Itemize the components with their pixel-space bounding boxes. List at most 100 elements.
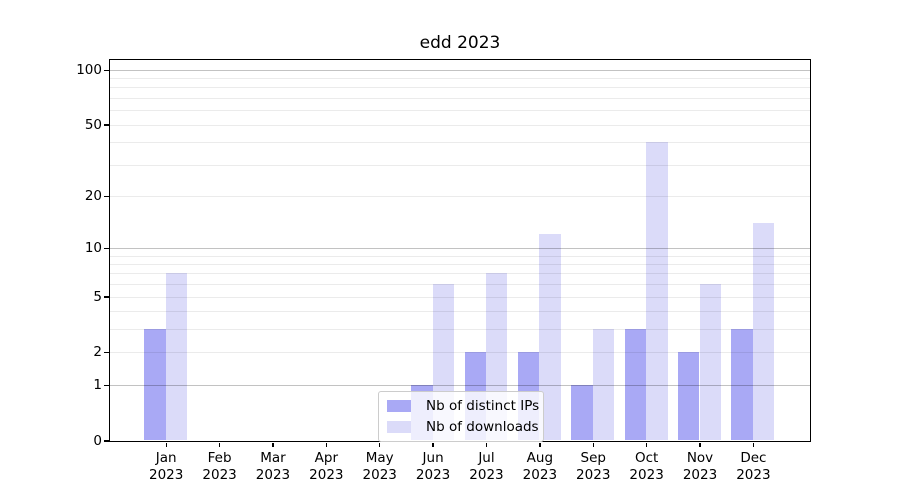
bar-oct-series-1 bbox=[646, 142, 668, 441]
month-label: Aug bbox=[526, 450, 554, 466]
month-label: Nov bbox=[686, 450, 714, 466]
minor-gridline bbox=[109, 352, 810, 354]
month-label: Jan bbox=[155, 450, 177, 466]
x-tick-label-sep: Sep 2023 bbox=[561, 450, 625, 483]
y-tick-label: 5 bbox=[93, 288, 102, 305]
bar-nov-series-1 bbox=[699, 284, 721, 441]
x-tick-label-may: May 2023 bbox=[348, 450, 412, 483]
minor-gridline bbox=[109, 255, 810, 257]
y-tick-label: 2 bbox=[93, 344, 102, 361]
x-tick-mark bbox=[379, 442, 381, 447]
x-tick-label-dec: Dec 2023 bbox=[721, 450, 785, 483]
x-tick-mark bbox=[218, 442, 221, 447]
plot-area bbox=[108, 58, 811, 442]
y-tick-mark bbox=[103, 296, 109, 298]
x-tick-mark bbox=[645, 442, 648, 447]
major-gridline bbox=[109, 247, 810, 249]
month-label: Mar bbox=[260, 450, 286, 466]
minor-gridline bbox=[109, 273, 810, 275]
year-label: 2023 bbox=[469, 466, 504, 483]
bar-sep-series-0 bbox=[571, 384, 593, 441]
minor-gridline bbox=[109, 110, 810, 112]
bar-jan-series-1 bbox=[165, 273, 188, 441]
bar-nov-series-0 bbox=[678, 352, 700, 441]
month-label: Apr bbox=[314, 450, 338, 466]
legend-item-1: Nb of downloads bbox=[387, 419, 539, 436]
y-tick-label: 100 bbox=[76, 61, 102, 78]
year-label: 2023 bbox=[522, 466, 558, 483]
x-tick-label-apr: Apr 2023 bbox=[294, 450, 358, 483]
x-tick-mark bbox=[592, 442, 594, 447]
minor-gridline bbox=[109, 142, 810, 144]
year-label: 2023 bbox=[255, 466, 291, 483]
x-tick-mark bbox=[539, 442, 541, 447]
minor-gridline bbox=[109, 329, 810, 331]
minor-gridline bbox=[109, 124, 810, 126]
x-tick-mark bbox=[752, 442, 755, 447]
bar-jan-series-0 bbox=[144, 329, 166, 441]
minor-gridline bbox=[109, 284, 810, 286]
major-gridline bbox=[109, 69, 810, 71]
legend-swatch-1 bbox=[387, 421, 411, 433]
legend-item-0: Nb of distinct IPs bbox=[387, 398, 539, 415]
minor-gridline bbox=[109, 311, 810, 313]
y-tick-mark bbox=[103, 195, 109, 198]
bar-dec-series-0 bbox=[731, 329, 753, 441]
x-tick-label-jan: Jan 2023 bbox=[134, 450, 198, 483]
minor-gridline bbox=[109, 164, 810, 166]
year-label: 2023 bbox=[682, 466, 718, 483]
chart-title: edd 2023 bbox=[419, 33, 501, 53]
year-label: 2023 bbox=[576, 466, 611, 483]
y-tick-label: 1 bbox=[93, 376, 102, 393]
y-tick-mark bbox=[103, 69, 109, 71]
month-label: Feb bbox=[207, 450, 232, 466]
x-tick-mark bbox=[272, 442, 274, 447]
x-tick-mark bbox=[432, 442, 434, 447]
major-gridline bbox=[109, 384, 810, 386]
y-tick-label: 20 bbox=[84, 187, 102, 204]
month-label: Jul bbox=[478, 450, 495, 466]
bar-dec-series-1 bbox=[752, 222, 775, 441]
x-tick-mark bbox=[699, 442, 701, 447]
month-label: Jun bbox=[422, 450, 444, 466]
bar-aug-series-1 bbox=[539, 234, 561, 441]
x-tick-label-jun: Jun 2023 bbox=[401, 450, 465, 483]
y-tick-mark bbox=[103, 440, 109, 442]
legend: Nb of distinct IPs Nb of downloads bbox=[378, 391, 544, 442]
year-label: 2023 bbox=[309, 466, 344, 483]
x-tick-label-nov: Nov 2023 bbox=[668, 450, 732, 483]
month-label: Sep bbox=[580, 450, 606, 466]
minor-gridline bbox=[109, 98, 810, 100]
minor-gridline bbox=[109, 87, 810, 89]
y-tick-mark bbox=[103, 352, 109, 354]
year-label: 2023 bbox=[149, 466, 184, 483]
legend-swatch-0 bbox=[387, 400, 411, 412]
x-tick-mark bbox=[165, 442, 167, 447]
year-label: 2023 bbox=[362, 466, 397, 483]
bar-sep-series-1 bbox=[592, 329, 615, 441]
minor-gridline bbox=[109, 195, 810, 197]
x-tick-label-feb: Feb 2023 bbox=[188, 450, 252, 483]
minor-gridline bbox=[109, 78, 810, 80]
month-label: Dec bbox=[740, 450, 767, 466]
x-tick-mark bbox=[325, 442, 328, 447]
month-label: Oct bbox=[634, 450, 659, 466]
bar-oct-series-0 bbox=[624, 329, 647, 441]
x-tick-label-mar: Mar 2023 bbox=[241, 450, 305, 483]
year-label: 2023 bbox=[202, 466, 237, 483]
x-tick-label-oct: Oct 2023 bbox=[615, 450, 679, 483]
year-label: 2023 bbox=[736, 466, 771, 483]
legend-label-1: Nb of downloads bbox=[426, 419, 539, 435]
minor-gridline bbox=[109, 296, 810, 298]
year-label: 2023 bbox=[629, 466, 664, 483]
y-tick-mark bbox=[103, 247, 109, 250]
x-tick-label-aug: Aug 2023 bbox=[508, 450, 572, 483]
y-tick-mark bbox=[103, 384, 109, 386]
y-tick-label: 10 bbox=[84, 239, 102, 256]
y-tick-label: 50 bbox=[84, 116, 102, 133]
legend-label-0: Nb of distinct IPs bbox=[426, 398, 540, 414]
month-label: May bbox=[365, 450, 394, 466]
y-tick-mark bbox=[103, 124, 109, 126]
x-tick-label-jul: Jul 2023 bbox=[454, 450, 518, 483]
